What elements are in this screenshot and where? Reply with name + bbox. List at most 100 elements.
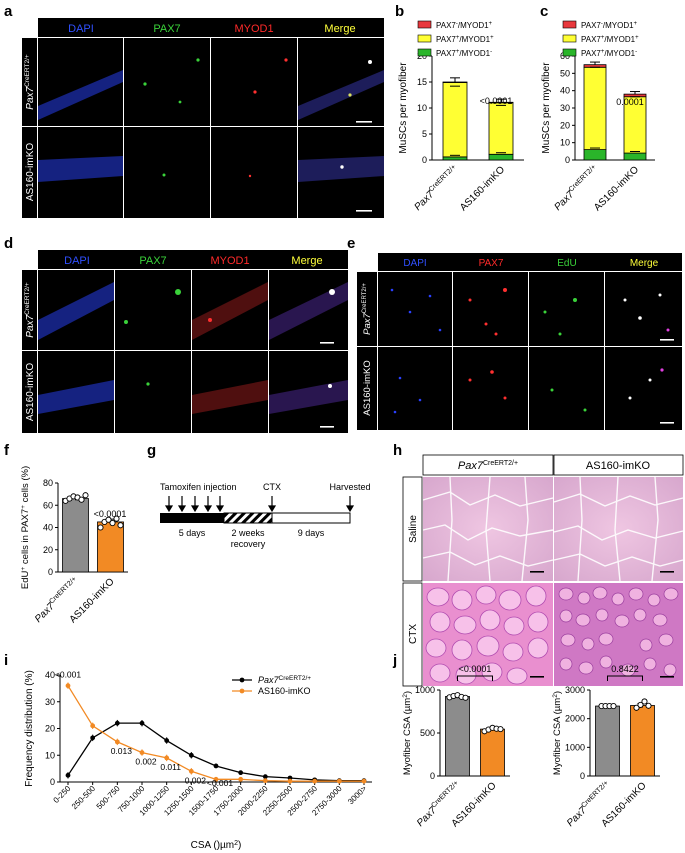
panel-h-row-ctx: CTX [408, 624, 419, 644]
panel-letter-a: a [4, 3, 13, 20]
bar [445, 696, 470, 777]
legend-label: PAX7-/MYOD1+ [436, 21, 493, 30]
bar-segment [583, 149, 607, 161]
y-tick-label: 10 [560, 138, 570, 148]
scale-bar [660, 571, 674, 573]
p-value-label: <0.001 [55, 670, 82, 680]
panel-a-channel-pax7: PAX7 [153, 23, 180, 35]
bar [97, 521, 124, 573]
data-point [238, 770, 244, 776]
panel-d-channel-myod1: MYOD1 [210, 255, 249, 267]
panel-a-header-bar [38, 18, 384, 37]
y-tick-label: 2000 [565, 714, 585, 724]
data-point [97, 524, 104, 531]
data-point [188, 768, 194, 774]
panel-e-row-label-ctrl: Pax7CreERT2/+ [362, 283, 373, 335]
data-point [238, 776, 244, 782]
legend-swatch [417, 20, 432, 29]
p-value-label: <0.0001 [94, 509, 127, 519]
scale-bar [660, 676, 674, 678]
data-point [139, 750, 145, 755]
panel-d-channel-merge: Merge [291, 255, 322, 267]
y-tick-label: 5 [422, 129, 427, 139]
data-point [645, 702, 652, 709]
bar-segment [488, 102, 514, 155]
data-point [114, 739, 120, 745]
data-point [90, 735, 96, 741]
y-axis-label: Frequency distribution (%) [24, 670, 35, 787]
panel-e-micrographs: DAPI PAX7 EdU Merge Pax7CreERT2/+ AS160-… [357, 253, 682, 430]
y-axis-label: Myofiber CSA (µm2) [552, 691, 564, 775]
y-tick-label: 15 [417, 77, 427, 87]
legend-marker [239, 688, 245, 694]
timeline-label-harvested: Harvested [329, 482, 370, 492]
timeline-label-ctx: CTX [263, 482, 281, 492]
bar-segment [442, 156, 468, 161]
p-value-label: 0.011 [160, 762, 181, 772]
data-point [109, 520, 116, 527]
legend-label: PAX7-/MYOD1+ [581, 21, 638, 30]
panel-letter-b: b [395, 3, 404, 20]
panel-letter-d: d [4, 235, 13, 252]
y-axis-label: Myofiber CSA (µm2) [402, 691, 414, 775]
panel-h-col-ko: AS160-imKO [586, 460, 651, 472]
data-point [633, 704, 640, 711]
panel-e-channel-pax7: PAX7 [479, 258, 504, 269]
bar-segment [623, 152, 647, 161]
timeline-label-5days: 5 days [179, 528, 206, 538]
y-tick-label: 40 [43, 523, 53, 533]
data-point [188, 752, 194, 758]
legend-label: PAX7+/MYOD1+ [581, 35, 639, 44]
legend-label: PAX7+/MYOD1- [436, 49, 492, 58]
y-tick-label: 10 [45, 750, 55, 760]
y-tick-label: 3000 [565, 685, 585, 695]
y-tick-label: 10 [417, 103, 427, 113]
data-point [82, 492, 89, 499]
y-tick-label: 30 [560, 103, 570, 113]
legend-label: PAX7+/MYOD1+ [436, 35, 494, 44]
scale-bar [356, 121, 372, 123]
y-tick-label: 1000 [565, 742, 585, 752]
panel-e-row-label-ko: AS160-imKO [362, 360, 373, 415]
y-tick-label: 0 [430, 771, 435, 781]
p-value-label: 0.013 [111, 746, 133, 756]
scale-bar [320, 342, 334, 344]
timeline-ctx-segment [271, 512, 351, 524]
data-point [114, 720, 120, 726]
scale-bar [530, 571, 544, 573]
data-point [637, 701, 644, 708]
data-point [641, 698, 648, 705]
data-point [262, 778, 268, 784]
bar [595, 705, 620, 777]
data-point [287, 778, 293, 784]
bar-segment [583, 66, 607, 151]
y-tick-label: 500 [420, 728, 435, 738]
panel-letter-h: h [393, 442, 402, 459]
p-value-label: <0.0001 [459, 664, 492, 674]
data-point [462, 694, 469, 701]
bar [480, 728, 505, 777]
y-tick-label: 50 [560, 68, 570, 78]
data-point [262, 774, 268, 780]
data-point [497, 726, 504, 733]
panel-e-channel-dapi: DAPI [403, 258, 426, 269]
data-point [139, 720, 145, 726]
data-point [164, 755, 170, 761]
significance-bracket [607, 675, 643, 681]
p-value-label: <0.001 [207, 778, 234, 788]
scale-bar [660, 422, 674, 424]
data-point [65, 683, 71, 689]
chart-b: 05101520MuSCs per myofiberPax7CreERT2/+A… [398, 20, 524, 213]
p-value-label: 0.002 [185, 775, 207, 785]
timeline-label-9days: 9 days [298, 528, 325, 538]
panel-d-row-label-ctrl: Pax7CreERT2/+ [24, 282, 36, 338]
panel-d-channel-dapi: DAPI [64, 255, 90, 267]
panel-e-channel-edu: EdU [557, 258, 576, 269]
p-value-label: 0.0001 [616, 97, 644, 107]
y-tick-label: 20 [560, 120, 570, 130]
panel-letter-i: i [4, 652, 8, 669]
data-point [90, 723, 96, 729]
chart-c: 0102030405060MuSCs per myofiberPax7CreER… [541, 20, 655, 213]
